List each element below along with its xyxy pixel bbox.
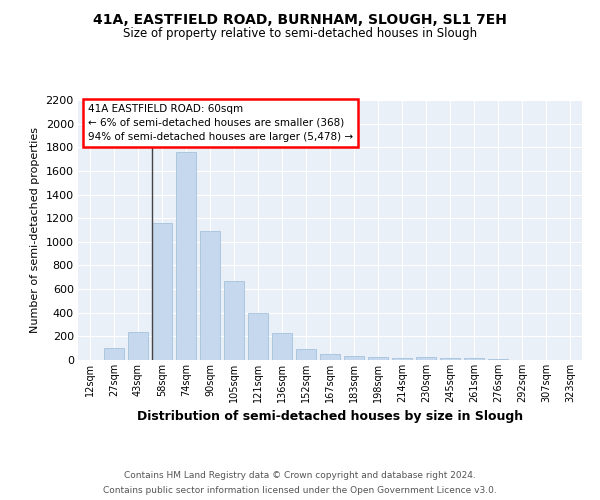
Bar — [152, 223, 172, 360]
Bar — [320, 354, 340, 360]
Text: 41A, EASTFIELD ROAD, BURNHAM, SLOUGH, SL1 7EH: 41A, EASTFIELD ROAD, BURNHAM, SLOUGH, SL… — [93, 12, 507, 26]
Bar — [128, 332, 148, 360]
Bar — [464, 358, 484, 360]
Bar — [392, 358, 412, 360]
Bar — [440, 358, 460, 360]
Bar — [248, 312, 268, 360]
Text: Size of property relative to semi-detached houses in Slough: Size of property relative to semi-detach… — [123, 28, 477, 40]
Bar — [344, 356, 364, 360]
Text: Contains HM Land Registry data © Crown copyright and database right 2024.: Contains HM Land Registry data © Crown c… — [124, 471, 476, 480]
Y-axis label: Number of semi-detached properties: Number of semi-detached properties — [30, 127, 40, 333]
Bar — [104, 348, 124, 360]
Bar — [416, 357, 436, 360]
Bar — [368, 357, 388, 360]
Bar — [224, 282, 244, 360]
Text: Contains public sector information licensed under the Open Government Licence v3: Contains public sector information licen… — [103, 486, 497, 495]
Bar — [200, 231, 220, 360]
X-axis label: Distribution of semi-detached houses by size in Slough: Distribution of semi-detached houses by … — [137, 410, 523, 424]
Bar — [176, 152, 196, 360]
Text: 41A EASTFIELD ROAD: 60sqm
← 6% of semi-detached houses are smaller (368)
94% of : 41A EASTFIELD ROAD: 60sqm ← 6% of semi-d… — [88, 104, 353, 142]
Bar — [296, 350, 316, 360]
Bar — [272, 334, 292, 360]
